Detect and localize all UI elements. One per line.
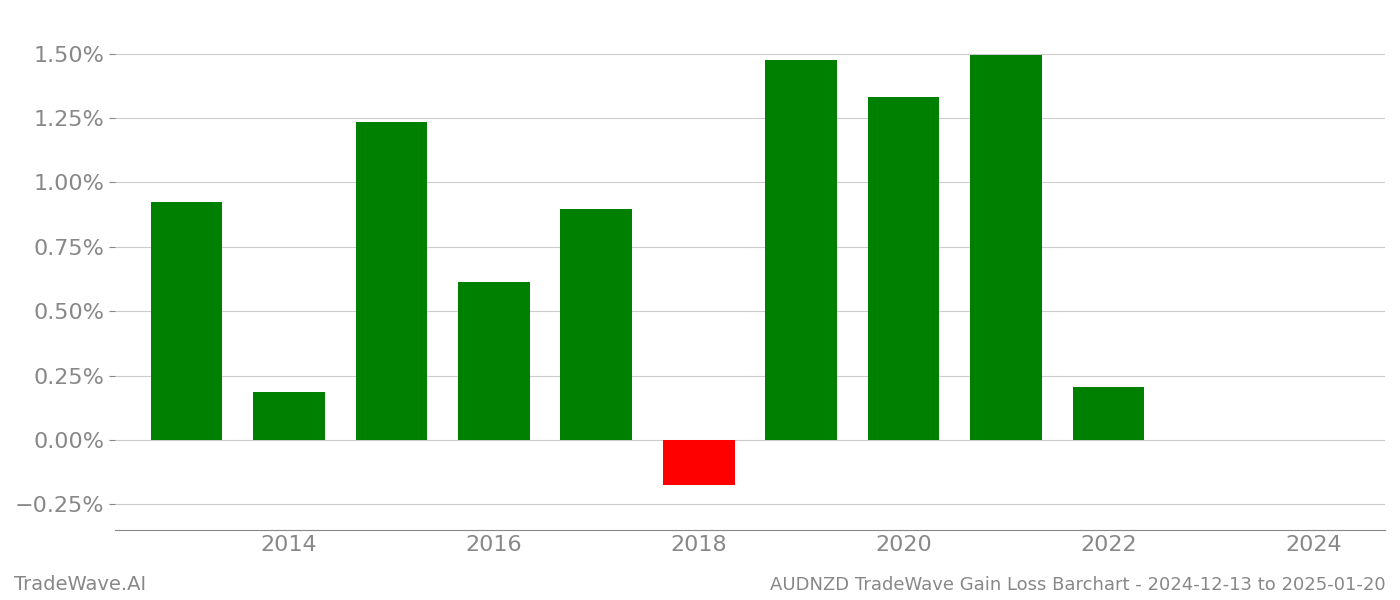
Bar xyxy=(1072,387,1144,440)
Bar xyxy=(356,122,427,440)
Bar xyxy=(560,209,633,440)
Text: AUDNZD TradeWave Gain Loss Barchart - 2024-12-13 to 2025-01-20: AUDNZD TradeWave Gain Loss Barchart - 20… xyxy=(770,576,1386,594)
Text: TradeWave.AI: TradeWave.AI xyxy=(14,575,146,594)
Bar xyxy=(151,202,223,440)
Bar xyxy=(970,55,1042,440)
Bar xyxy=(766,60,837,440)
Bar xyxy=(458,281,529,440)
Bar xyxy=(662,440,735,485)
Bar xyxy=(253,392,325,440)
Bar xyxy=(868,97,939,440)
